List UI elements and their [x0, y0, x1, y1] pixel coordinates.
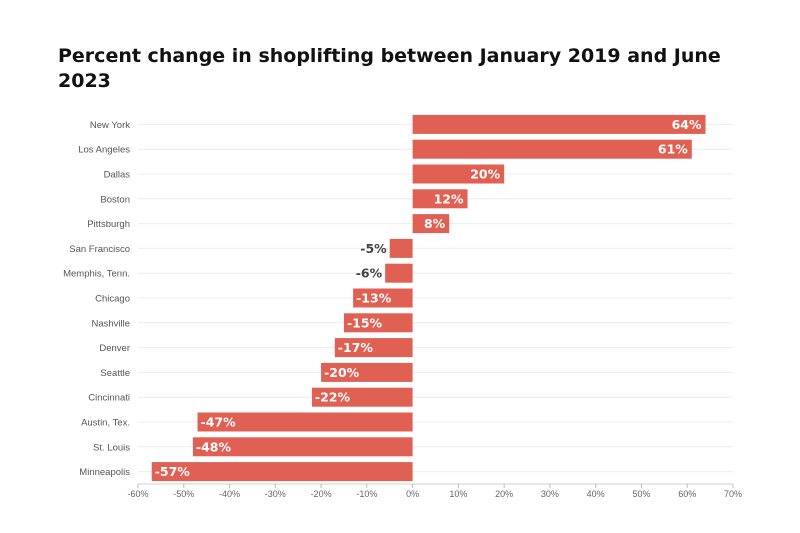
data-label: 64%: [672, 117, 702, 132]
category-label: Chicago: [95, 294, 130, 305]
data-label: 12%: [434, 191, 464, 206]
x-tick-label: 40%: [587, 489, 605, 499]
x-tick-label: 60%: [678, 489, 696, 499]
chart-title: Percent change in shoplifting between Ja…: [58, 45, 721, 92]
data-label: 20%: [470, 167, 500, 182]
bar: [412, 139, 692, 159]
data-label: -5%: [360, 241, 387, 256]
data-label: -13%: [356, 291, 392, 306]
data-label: -17%: [338, 340, 374, 355]
data-label: -47%: [201, 415, 237, 430]
x-tick-label: 30%: [541, 489, 559, 499]
x-tick-label: 0%: [406, 489, 419, 499]
category-label: Nashville: [91, 318, 130, 329]
bar: [385, 263, 413, 283]
x-tick-label: 10%: [449, 489, 467, 499]
bar: [311, 387, 413, 407]
category-label: Seattle: [100, 368, 130, 379]
bar: [412, 164, 505, 184]
category-label: Denver: [99, 343, 130, 354]
data-label: -15%: [347, 315, 383, 330]
bar: [353, 288, 413, 308]
x-tick-label: 70%: [724, 489, 742, 499]
category-label: Pittsburgh: [87, 219, 130, 230]
category-label: St. Louis: [93, 442, 130, 453]
category-label: San Francisco: [69, 244, 130, 255]
bar: [192, 437, 413, 457]
category-label: Dallas: [104, 170, 131, 181]
bar: [412, 189, 468, 209]
category-label: Cincinnati: [88, 393, 130, 404]
data-label: -6%: [356, 266, 383, 281]
x-tick-label: 50%: [632, 489, 650, 499]
data-label: -20%: [324, 365, 360, 380]
data-label: 8%: [424, 216, 446, 231]
data-label: -48%: [196, 439, 232, 454]
category-label: Los Angeles: [78, 145, 130, 156]
x-tick-label: 20%: [495, 489, 513, 499]
category-label: Minneapolis: [79, 467, 130, 478]
x-tick-label: -30%: [265, 489, 286, 499]
bar: [389, 238, 413, 258]
bar: [151, 462, 413, 482]
bar: [321, 362, 413, 382]
category-label: Memphis, Tenn.: [63, 269, 130, 280]
bar: [197, 412, 413, 432]
bar: [412, 214, 450, 234]
data-label: -57%: [155, 464, 191, 479]
x-tick-label: -60%: [127, 489, 148, 499]
x-tick-label: -50%: [173, 489, 194, 499]
data-label: 61%: [658, 142, 688, 157]
x-tick-label: -40%: [219, 489, 240, 499]
data-label: -22%: [315, 390, 351, 405]
category-label: Boston: [100, 194, 130, 205]
bar: [343, 313, 413, 333]
x-tick-label: -10%: [356, 489, 377, 499]
category-label: New York: [90, 120, 130, 131]
category-label: Austin, Tex.: [81, 418, 130, 429]
bar: [334, 338, 413, 358]
bar: [412, 114, 706, 134]
x-tick-label: -20%: [311, 489, 332, 499]
